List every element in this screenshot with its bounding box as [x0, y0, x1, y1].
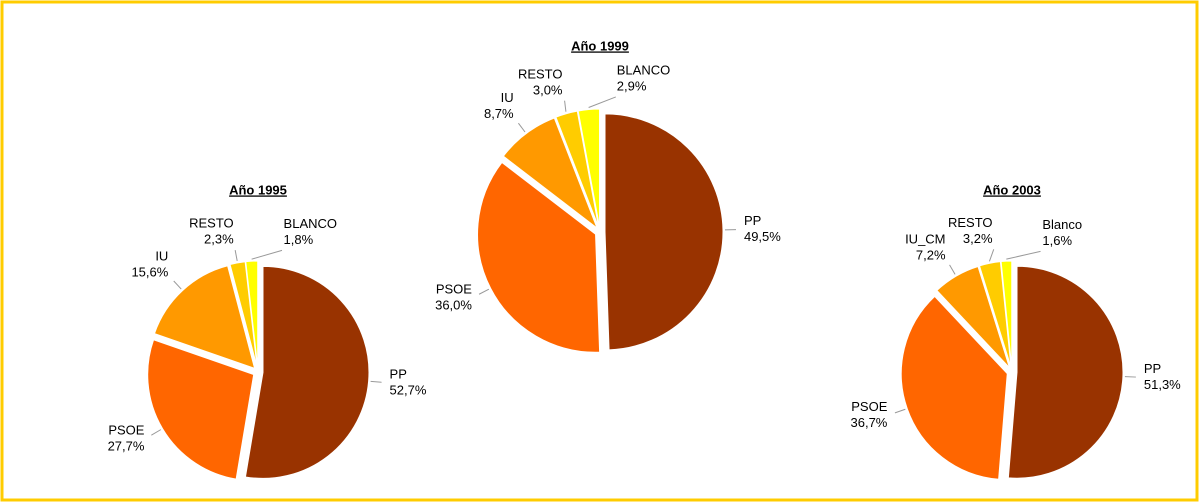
leader-line: [518, 122, 526, 133]
leader-line: [251, 249, 283, 260]
leader-line: [588, 96, 617, 108]
pie-slice: [244, 265, 370, 479]
slice-name: BLANCO: [284, 216, 337, 231]
slice-name: PSOE: [108, 423, 144, 438]
leader-line: [1006, 250, 1041, 260]
pie-slice: [147, 339, 255, 480]
leader-line: [478, 288, 490, 295]
slice-value: 49,5%: [744, 229, 781, 244]
leader-line: [949, 264, 956, 275]
slice-value: 15,6%: [131, 265, 168, 280]
pie-slice: [555, 110, 600, 228]
pie-slice: [477, 161, 601, 353]
slice-value: 36,7%: [851, 415, 888, 430]
leader-line: [988, 249, 995, 262]
slice-value: 3,0%: [533, 82, 563, 97]
slice-name: RESTO: [948, 215, 993, 230]
pie-slice: [1000, 260, 1013, 368]
slice-name: PSOE: [436, 281, 472, 296]
slice-value: 2,9%: [617, 78, 647, 93]
slice-value: 7,2%: [916, 247, 946, 262]
slice-value: 8,7%: [484, 106, 514, 121]
pie-slice: [229, 261, 258, 368]
slice-name: PSOE: [851, 399, 887, 414]
pie-slice: [502, 117, 599, 230]
slice-value: 36,0%: [435, 297, 472, 312]
pie-slice: [604, 113, 724, 351]
pie-slice: [577, 108, 601, 228]
slice-value: 27,7%: [108, 439, 145, 454]
leader-line: [151, 429, 162, 436]
slice-name: PP: [390, 366, 407, 381]
chart-title: Año 2003: [983, 182, 1041, 197]
slice-value: 1,6%: [1042, 233, 1072, 248]
slice-name: IU_CM: [905, 231, 945, 246]
pie-slice: [1007, 265, 1124, 479]
slice-name: PP: [1144, 361, 1161, 376]
slice-value: 2,3%: [204, 232, 234, 247]
slice-name: PP: [744, 213, 761, 228]
leader-line: [234, 250, 238, 262]
slice-name: RESTO: [518, 66, 563, 81]
slice-name: IU: [155, 249, 168, 264]
slice-value: 3,2%: [963, 231, 993, 246]
pie-slice: [153, 265, 256, 370]
leader-line: [173, 280, 182, 290]
slice-name: Blanco: [1042, 217, 1082, 232]
slice-value: 52,7%: [390, 382, 427, 397]
pie-slice: [978, 261, 1012, 368]
slice-value: 1,8%: [284, 232, 314, 247]
leader-line: [564, 100, 567, 112]
chart-title: Año 1999: [571, 38, 629, 53]
pie-slice: [245, 260, 259, 368]
slice-name: BLANCO: [617, 62, 670, 77]
leader-line: [370, 380, 382, 383]
chart-title: Año 1995: [229, 182, 287, 197]
slice-value: 51,3%: [1144, 377, 1181, 392]
pie-slice: [936, 265, 1010, 369]
slice-name: IU: [501, 90, 514, 105]
slice-name: RESTO: [189, 216, 234, 231]
leader-line: [894, 408, 906, 414]
pie-slice: [900, 295, 1008, 480]
